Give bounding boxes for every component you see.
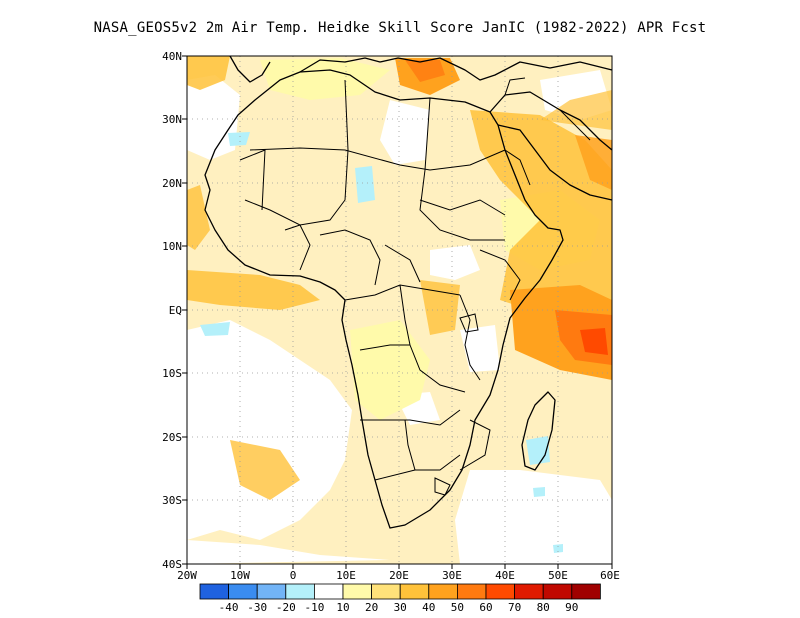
madagascar-coastline xyxy=(521,391,556,471)
iberia-coast xyxy=(229,55,271,83)
colorbar-swatch xyxy=(456,583,487,600)
colorbar-tick-label: -20 xyxy=(275,601,296,614)
low-score-area xyxy=(187,320,352,540)
country-borders xyxy=(239,77,591,496)
score-band-30 xyxy=(230,440,300,500)
colorbar-swatch xyxy=(313,583,344,600)
axis-ticks xyxy=(182,55,613,569)
colorbar-tick-label: -30 xyxy=(247,601,268,614)
colorbar-swatch xyxy=(514,583,544,600)
lon-label: 20W xyxy=(177,569,197,582)
colorbar-tick-label: 70 xyxy=(507,601,522,614)
lat-label: 40S xyxy=(162,558,182,571)
negative-score-area xyxy=(553,544,563,553)
lon-label: 0 xyxy=(289,569,297,582)
low-score-area xyxy=(460,325,500,372)
red-sea-coast xyxy=(497,124,613,201)
colorbar-tick-label: -40 xyxy=(218,601,239,614)
score-band-10 xyxy=(260,58,390,100)
colorbar-swatch xyxy=(199,583,230,600)
low-score-area xyxy=(380,100,430,165)
lon-label: 30E xyxy=(442,569,462,582)
score-band-50 xyxy=(575,135,612,190)
colorbar-swatch xyxy=(285,583,315,600)
colorbar xyxy=(199,583,601,600)
colorbar-swatch xyxy=(571,583,601,600)
lat-label: 30S xyxy=(162,494,182,507)
colorbar-swatch xyxy=(428,583,458,600)
score-band-30 xyxy=(187,270,320,310)
low-score-area xyxy=(187,540,390,564)
lon-label: 50E xyxy=(548,569,568,582)
lon-label: 60E xyxy=(600,569,620,582)
low-score-area xyxy=(187,75,240,160)
colorbar-swatch xyxy=(228,583,258,600)
lat-label: EQ xyxy=(168,304,182,317)
lat-label: 40N xyxy=(162,50,182,63)
lon-label: 10W xyxy=(230,569,250,582)
map-title: NASA_GEOS5v2 2m Air Temp. Heidke Skill S… xyxy=(93,20,707,36)
colorbar-swatch xyxy=(485,583,516,600)
lon-label: 10E xyxy=(336,569,356,582)
negative-score-area xyxy=(228,132,250,146)
colorbar-tick-label: 40 xyxy=(422,601,436,614)
lat-label: 10S xyxy=(162,367,182,380)
lon-label: 20E xyxy=(389,569,409,582)
lat-label: 20S xyxy=(162,431,182,444)
colorbar-tick-label: -10 xyxy=(304,601,325,614)
colorbar-tick-label: 20 xyxy=(364,601,379,614)
negative-score-area xyxy=(200,322,230,336)
score-band-50 xyxy=(405,60,445,82)
africa-coastline xyxy=(204,69,564,529)
lat-label: 20N xyxy=(162,177,182,190)
score-band-30 xyxy=(470,110,612,320)
graticule xyxy=(187,56,612,564)
colorbar-tick-label: 90 xyxy=(565,601,579,614)
mediterranean-coast xyxy=(299,57,613,81)
colorbar-tick-label: 50 xyxy=(450,601,465,614)
negative-score-area xyxy=(533,487,545,497)
colorbar-swatch xyxy=(399,583,430,600)
negative-score-area xyxy=(526,436,550,465)
colorbar-swatch xyxy=(256,583,287,600)
lon-label: 40E xyxy=(495,569,515,582)
score-band-30 xyxy=(540,90,612,130)
score-band-70 xyxy=(580,328,608,355)
colorbar-tick-label: 80 xyxy=(536,601,550,614)
colorbar-swatch xyxy=(371,583,401,600)
colorbar-swatch xyxy=(542,583,573,600)
colorbar-tick-label: 30 xyxy=(393,601,407,614)
colorbar-swatch xyxy=(342,583,373,600)
colorbar-tick-label: 10 xyxy=(336,601,350,614)
low-score-area xyxy=(455,470,612,564)
colorbar-tick-label: 60 xyxy=(479,601,493,614)
lat-label: 10N xyxy=(162,240,182,253)
score-band-30 xyxy=(187,185,210,250)
score-band-30 xyxy=(187,56,230,90)
lat-label: 30N xyxy=(162,113,182,126)
low-score-area xyxy=(430,245,480,280)
negative-score-area xyxy=(355,166,375,203)
